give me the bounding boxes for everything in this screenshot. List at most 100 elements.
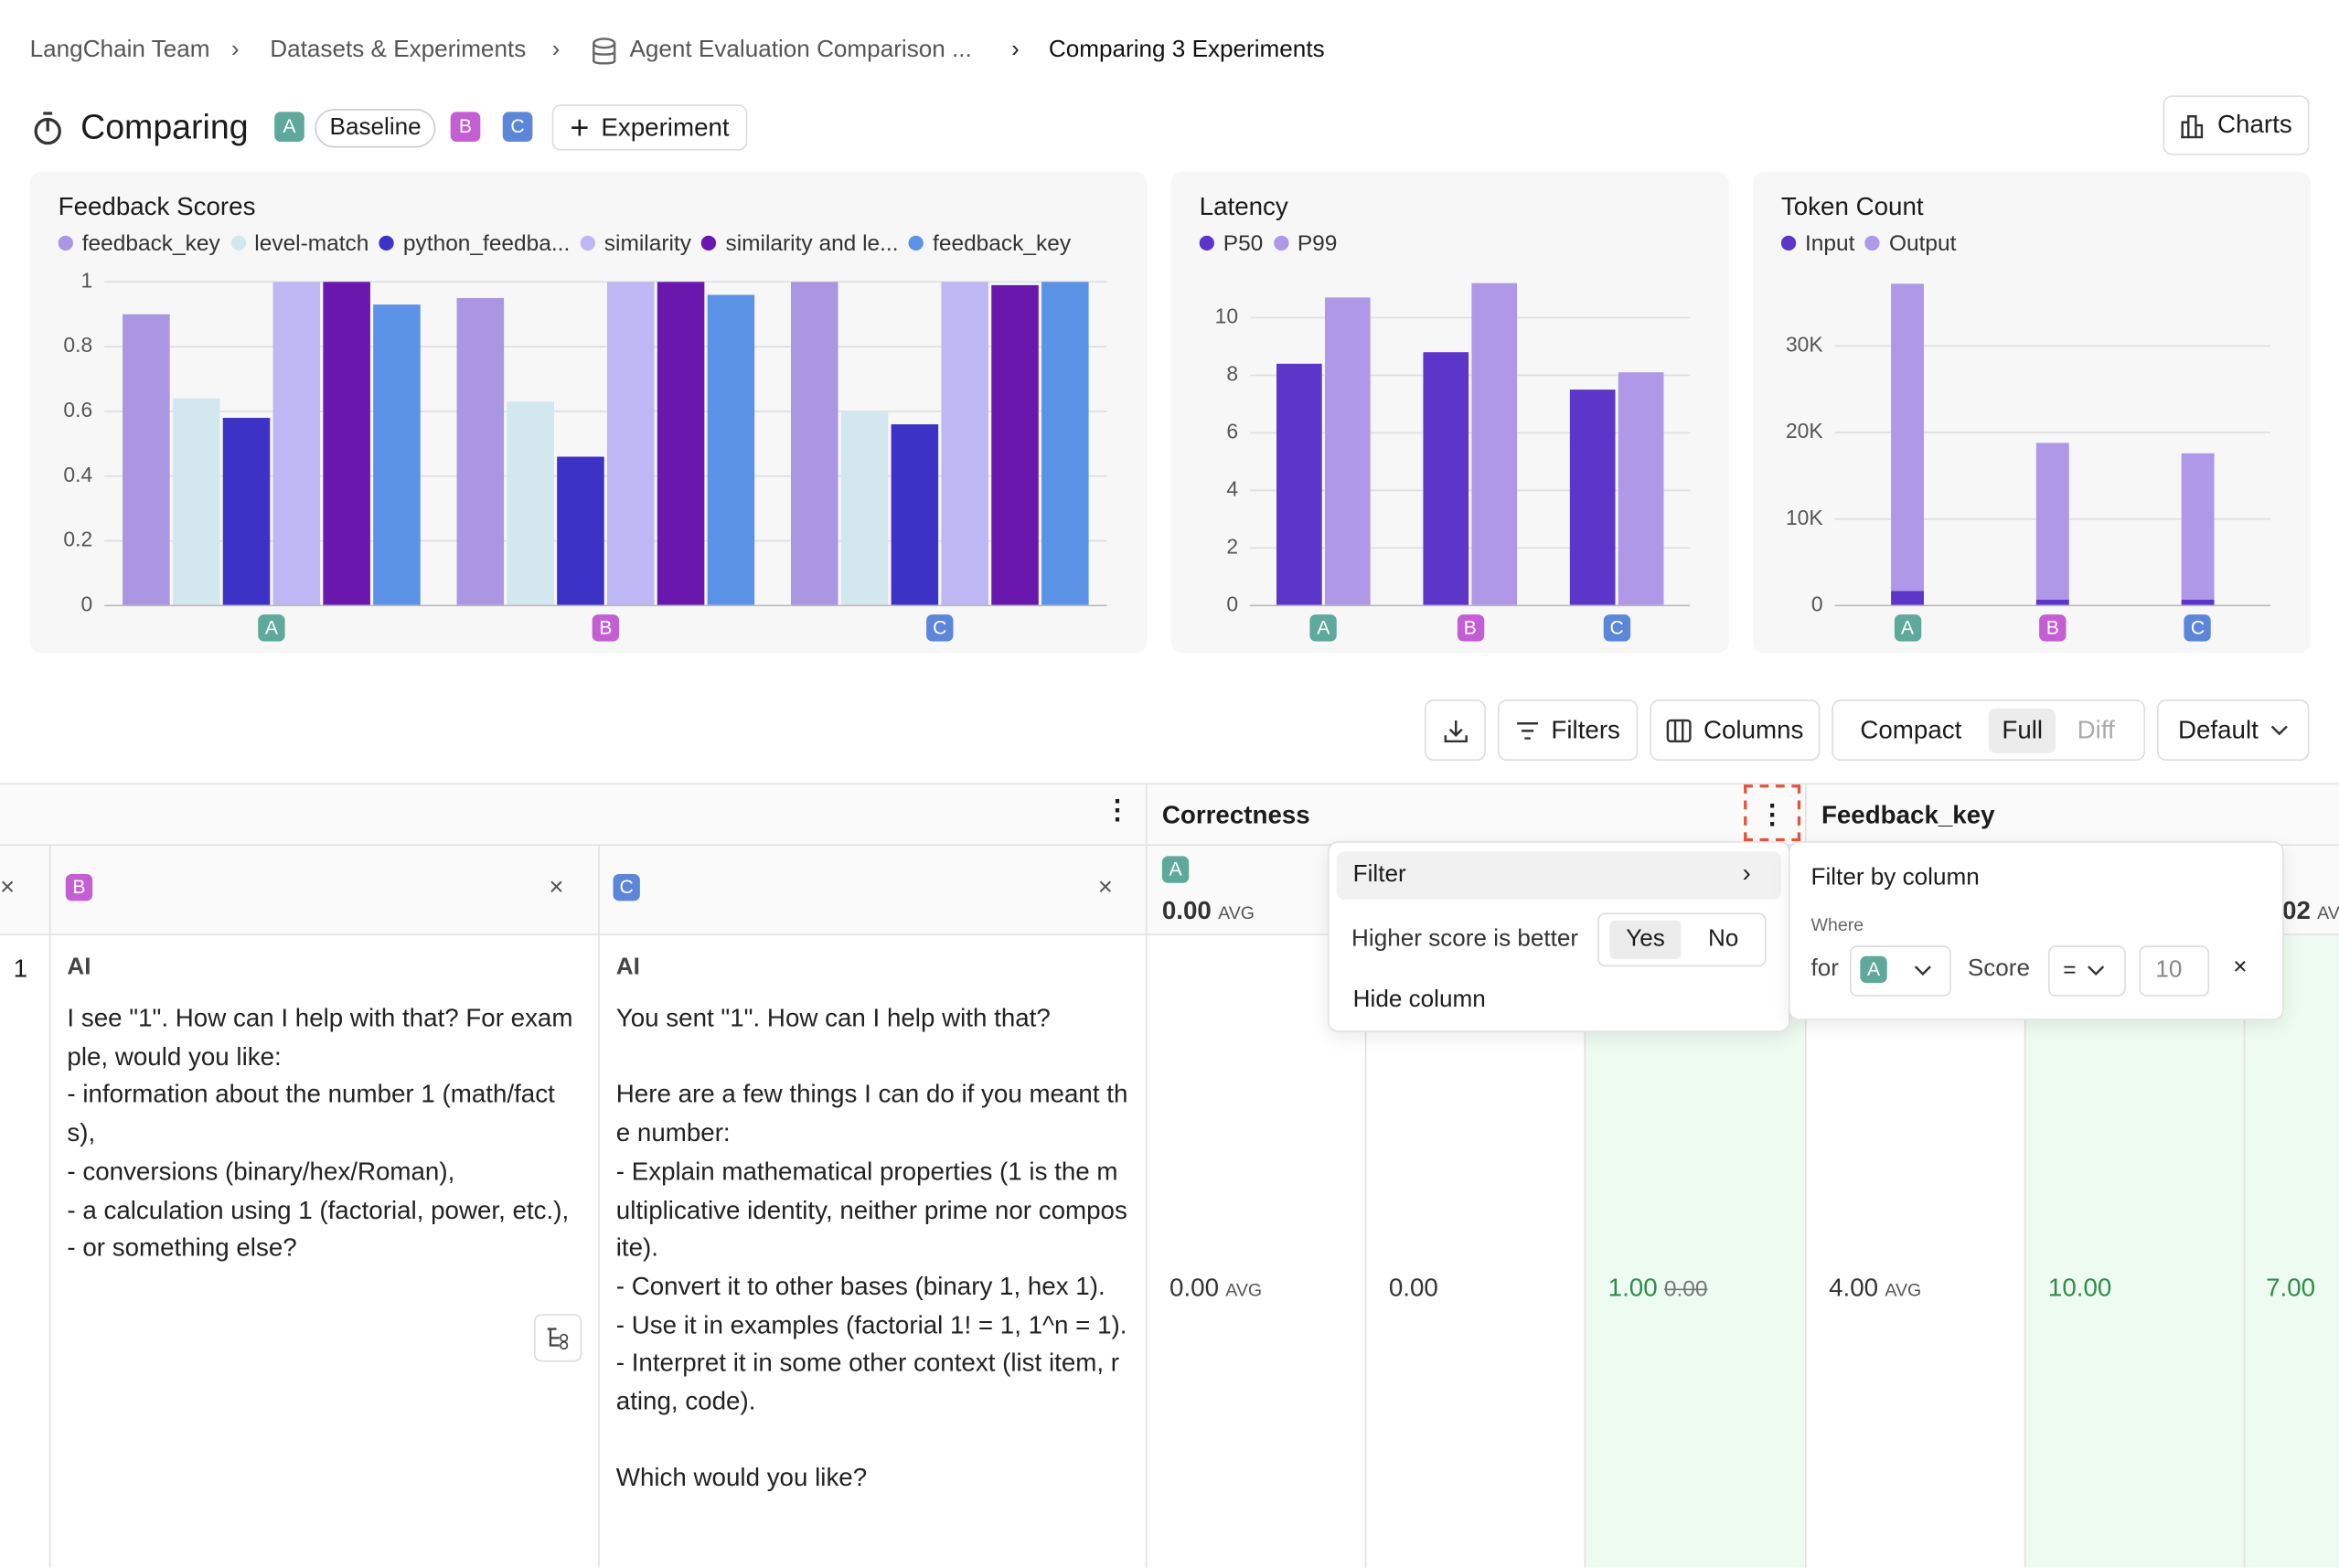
- value-input[interactable]: 10: [2139, 945, 2210, 997]
- chart-plot: 0 0.2 0.4 0.6 0.8 1: [63, 268, 1107, 615]
- menu-item-filter[interactable]: [1336, 851, 1781, 900]
- close-button[interactable]: ×: [1097, 872, 1113, 901]
- operator-select[interactable]: =: [2047, 945, 2126, 997]
- page-title: Comparing: [80, 107, 249, 146]
- toggle-no[interactable]: No: [1707, 926, 1739, 952]
- bar-segment: [2181, 599, 2215, 606]
- charts-button[interactable]: Charts: [2163, 95, 2310, 155]
- chart-title: Latency: [1199, 192, 1288, 221]
- x-tick-badge: B: [1457, 614, 1484, 642]
- bar: [1041, 282, 1089, 606]
- button-label: Filters: [1551, 715, 1620, 744]
- columns-icon: [1666, 718, 1692, 742]
- baseline-tag: Baseline: [315, 109, 436, 148]
- legend-label: feedback_key: [933, 230, 1072, 257]
- score: 7.00: [2266, 1274, 2316, 1303]
- button-label: Columns: [1703, 715, 1804, 744]
- x-tick-badge: C: [2184, 614, 2212, 642]
- score: 1.00: [1607, 1274, 1658, 1303]
- score: 4.00: [1829, 1274, 1879, 1303]
- x-tick-badge: C: [926, 614, 954, 642]
- avg-unit: AV: [2317, 901, 2339, 923]
- remove-filter[interactable]: ×: [2233, 955, 2248, 980]
- panel-title: Filter by column: [1810, 865, 1980, 891]
- bar: [222, 418, 271, 606]
- mode-option[interactable]: Diff: [2077, 715, 2115, 744]
- row-number: 1: [13, 955, 28, 984]
- add-experiment-button[interactable]: + Experiment: [551, 104, 748, 151]
- trace-button[interactable]: [534, 1314, 582, 1362]
- legend-swatch: [1864, 235, 1881, 251]
- legend-item: feedback_key: [58, 231, 220, 257]
- bar: [991, 284, 1039, 606]
- mode-option-selected[interactable]: Full: [1988, 708, 2056, 753]
- y-tick-label: 2: [1226, 534, 1238, 558]
- bar: [840, 411, 889, 606]
- avg-unit: AVG: [1225, 1279, 1263, 1301]
- legend-item: P50: [1199, 231, 1263, 257]
- legend-item: Output: [1864, 231, 1956, 257]
- breadcrumb[interactable]: Agent Evaluation Comparison ...: [629, 37, 972, 63]
- group-header: Correctness: [1161, 801, 1310, 830]
- y-tick-label: 10: [1215, 304, 1238, 327]
- y-tick-label: 8: [1226, 361, 1238, 385]
- chart-title: Token Count: [1780, 192, 1924, 221]
- dataset-icon: [593, 37, 616, 65]
- bar: [657, 282, 705, 606]
- output-text: I see "1". How can I help with that? For…: [67, 1003, 573, 1263]
- bar: [790, 282, 838, 606]
- bar: [1324, 297, 1371, 606]
- sort-dropdown[interactable]: Default: [2157, 699, 2310, 762]
- bar-segment: [2035, 599, 2069, 606]
- experiment-select[interactable]: A: [1849, 945, 1951, 997]
- bar-segment: [1891, 283, 1924, 592]
- chart-title: Feedback Scores: [58, 192, 256, 221]
- input-value: 10: [2155, 957, 2183, 984]
- column-menu-button[interactable]: ⋮: [1104, 795, 1131, 826]
- group-header: Feedback_key: [1821, 801, 1995, 830]
- dropdown-label: Default: [2177, 715, 2259, 744]
- view-mode-toggle: Compact Full Diff: [1832, 699, 2145, 762]
- button-label: Experiment: [601, 112, 730, 142]
- mode-option[interactable]: Compact: [1860, 715, 1962, 744]
- avg-value: 0.00: [1161, 896, 1212, 925]
- legend-item: level-match: [230, 231, 368, 257]
- chart-card: Latency P50 P99 0 2 4 6 8 10 A B C: [1170, 171, 1729, 654]
- legend: Input Output: [1780, 230, 2282, 257]
- bar: [373, 304, 421, 606]
- menu-label: Higher score is better: [1351, 926, 1579, 952]
- bar: [1423, 352, 1469, 606]
- chevron: [2270, 724, 2288, 735]
- download-icon: [1443, 720, 1468, 742]
- y-tick-label: 4: [1226, 476, 1238, 500]
- yes-no-toggle: Yes No: [1597, 912, 1767, 967]
- column-menu-button[interactable]: ⋮: [1744, 784, 1801, 842]
- columns-button[interactable]: Columns: [1650, 699, 1821, 762]
- y-tick-label: 1: [80, 268, 92, 292]
- badge: A: [274, 112, 304, 142]
- breadcrumb[interactable]: LangChain Team: [29, 37, 210, 63]
- legend-label: P99: [1297, 230, 1338, 257]
- filters-button[interactable]: Filters: [1497, 699, 1639, 762]
- toggle-yes[interactable]: Yes: [1609, 920, 1682, 959]
- close-button[interactable]: ×: [549, 872, 564, 901]
- legend-swatch: [580, 235, 596, 251]
- breadcrumb-current: Comparing 3 Experiments: [1048, 37, 1325, 63]
- y-tick-label: 0.4: [63, 463, 92, 486]
- legend-label: Input: [1804, 230, 1855, 257]
- column-badge: A: [1161, 856, 1190, 883]
- breadcrumb[interactable]: Datasets & Experiments: [270, 37, 527, 63]
- message-role: AI: [615, 955, 640, 980]
- legend-swatch: [379, 235, 395, 251]
- avg-unit: AVG: [1885, 1279, 1922, 1301]
- chart-plot: 0 10K 20K 30K: [1786, 283, 2270, 615]
- bar-segment: [2035, 443, 2069, 600]
- avg-unit: AVG: [1218, 901, 1255, 923]
- bar: [123, 314, 170, 606]
- output-text: You sent "1". How can I help with that? …: [615, 1003, 1128, 1493]
- bar: [172, 398, 220, 606]
- close-button[interactable]: ×: [0, 872, 16, 901]
- menu-item-hide[interactable]: Hide column: [1352, 987, 1486, 1013]
- bar-segment: [1891, 591, 1924, 606]
- download-button[interactable]: [1424, 699, 1486, 762]
